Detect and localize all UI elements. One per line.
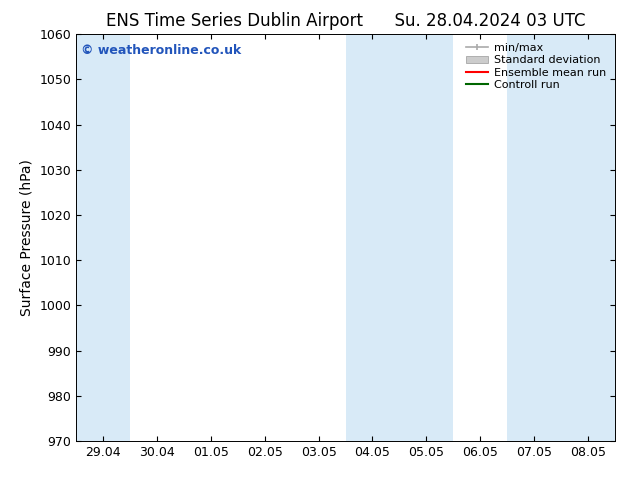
Text: © weatheronline.co.uk: © weatheronline.co.uk bbox=[81, 45, 242, 57]
Bar bbox=[76, 34, 130, 441]
Title: ENS Time Series Dublin Airport      Su. 28.04.2024 03 UTC: ENS Time Series Dublin Airport Su. 28.04… bbox=[106, 12, 585, 30]
Bar bbox=[507, 34, 615, 441]
Bar bbox=[346, 34, 453, 441]
Y-axis label: Surface Pressure (hPa): Surface Pressure (hPa) bbox=[20, 159, 34, 316]
Legend: min/max, Standard deviation, Ensemble mean run, Controll run: min/max, Standard deviation, Ensemble me… bbox=[463, 40, 609, 93]
